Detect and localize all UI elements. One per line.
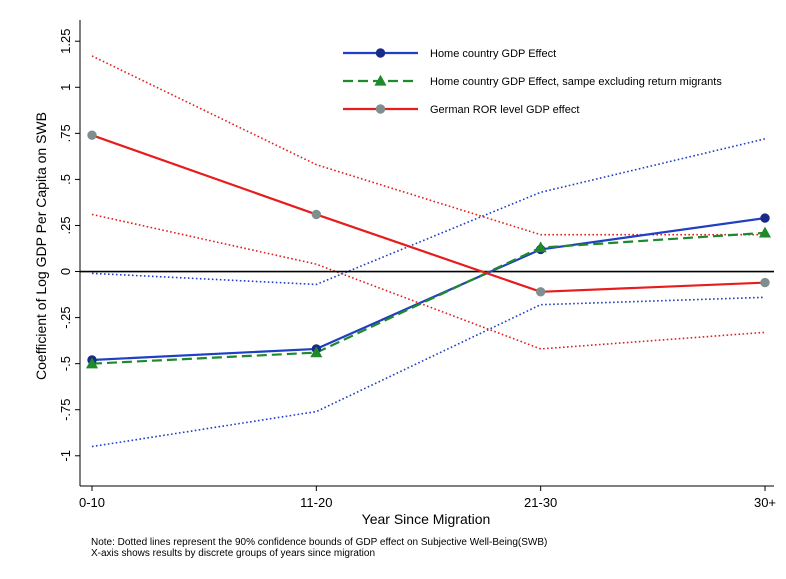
legend-label-2: German ROR level GDP effect [430, 104, 579, 116]
y-tick-label: .75 [58, 124, 73, 142]
series-line-1 [91, 231, 766, 365]
x-tick-label: 30+ [754, 495, 776, 510]
data-point-2-1 [311, 209, 322, 220]
y-tick-label: -.75 [58, 399, 73, 421]
data-point-1-3 [758, 226, 772, 238]
legend-label-0: Home country GDP Effect [430, 48, 556, 60]
y-tick-label: -.25 [58, 306, 73, 328]
legend-marker-1 [374, 74, 387, 86]
y-tick-label: .25 [58, 216, 73, 234]
y-tick-label: .5 [58, 174, 73, 185]
y-tick-label: -.5 [58, 356, 73, 371]
data-point-1-1 [310, 346, 323, 358]
note-line-1: X-axis shows results by discrete groups … [91, 548, 375, 559]
confidence-bound-lower-0 [91, 296, 766, 448]
note-line-0: Note: Dotted lines represent the 90% con… [91, 537, 547, 548]
data-point-2-0 [87, 130, 97, 140]
x-axis-title: Year Since Migration [362, 511, 491, 527]
legend-marker-0 [375, 48, 386, 58]
x-tick-label: 11-20 [300, 495, 332, 510]
legend-marker-2 [375, 104, 386, 114]
legend-label-1: Home country GDP Effect, sampe excluding… [430, 76, 722, 88]
y-tick-label: -1 [58, 450, 73, 462]
data-point-2-2 [535, 287, 546, 297]
confidence-bound-upper-0 [91, 138, 766, 286]
data-point-0-3 [760, 213, 770, 223]
series-line-2 [91, 134, 766, 293]
x-tick-label: 0-10 [79, 495, 105, 510]
y-axis-title: Coefficient of Log GDP Per Capita on SWB [33, 112, 49, 380]
data-point-2-3 [760, 277, 770, 288]
legend: Home country GDP Effect Home country GDP … [343, 48, 722, 116]
data-point-1-2 [534, 241, 547, 253]
data-point-1-0 [85, 357, 99, 369]
chart-notes: Note: Dotted lines represent the 90% con… [91, 537, 547, 559]
y-tick-label: 1.25 [58, 29, 73, 54]
x-tick-label: 21-30 [524, 495, 557, 510]
y-tick-label: 0 [58, 268, 73, 275]
y-tick-label: 1 [58, 84, 73, 91]
